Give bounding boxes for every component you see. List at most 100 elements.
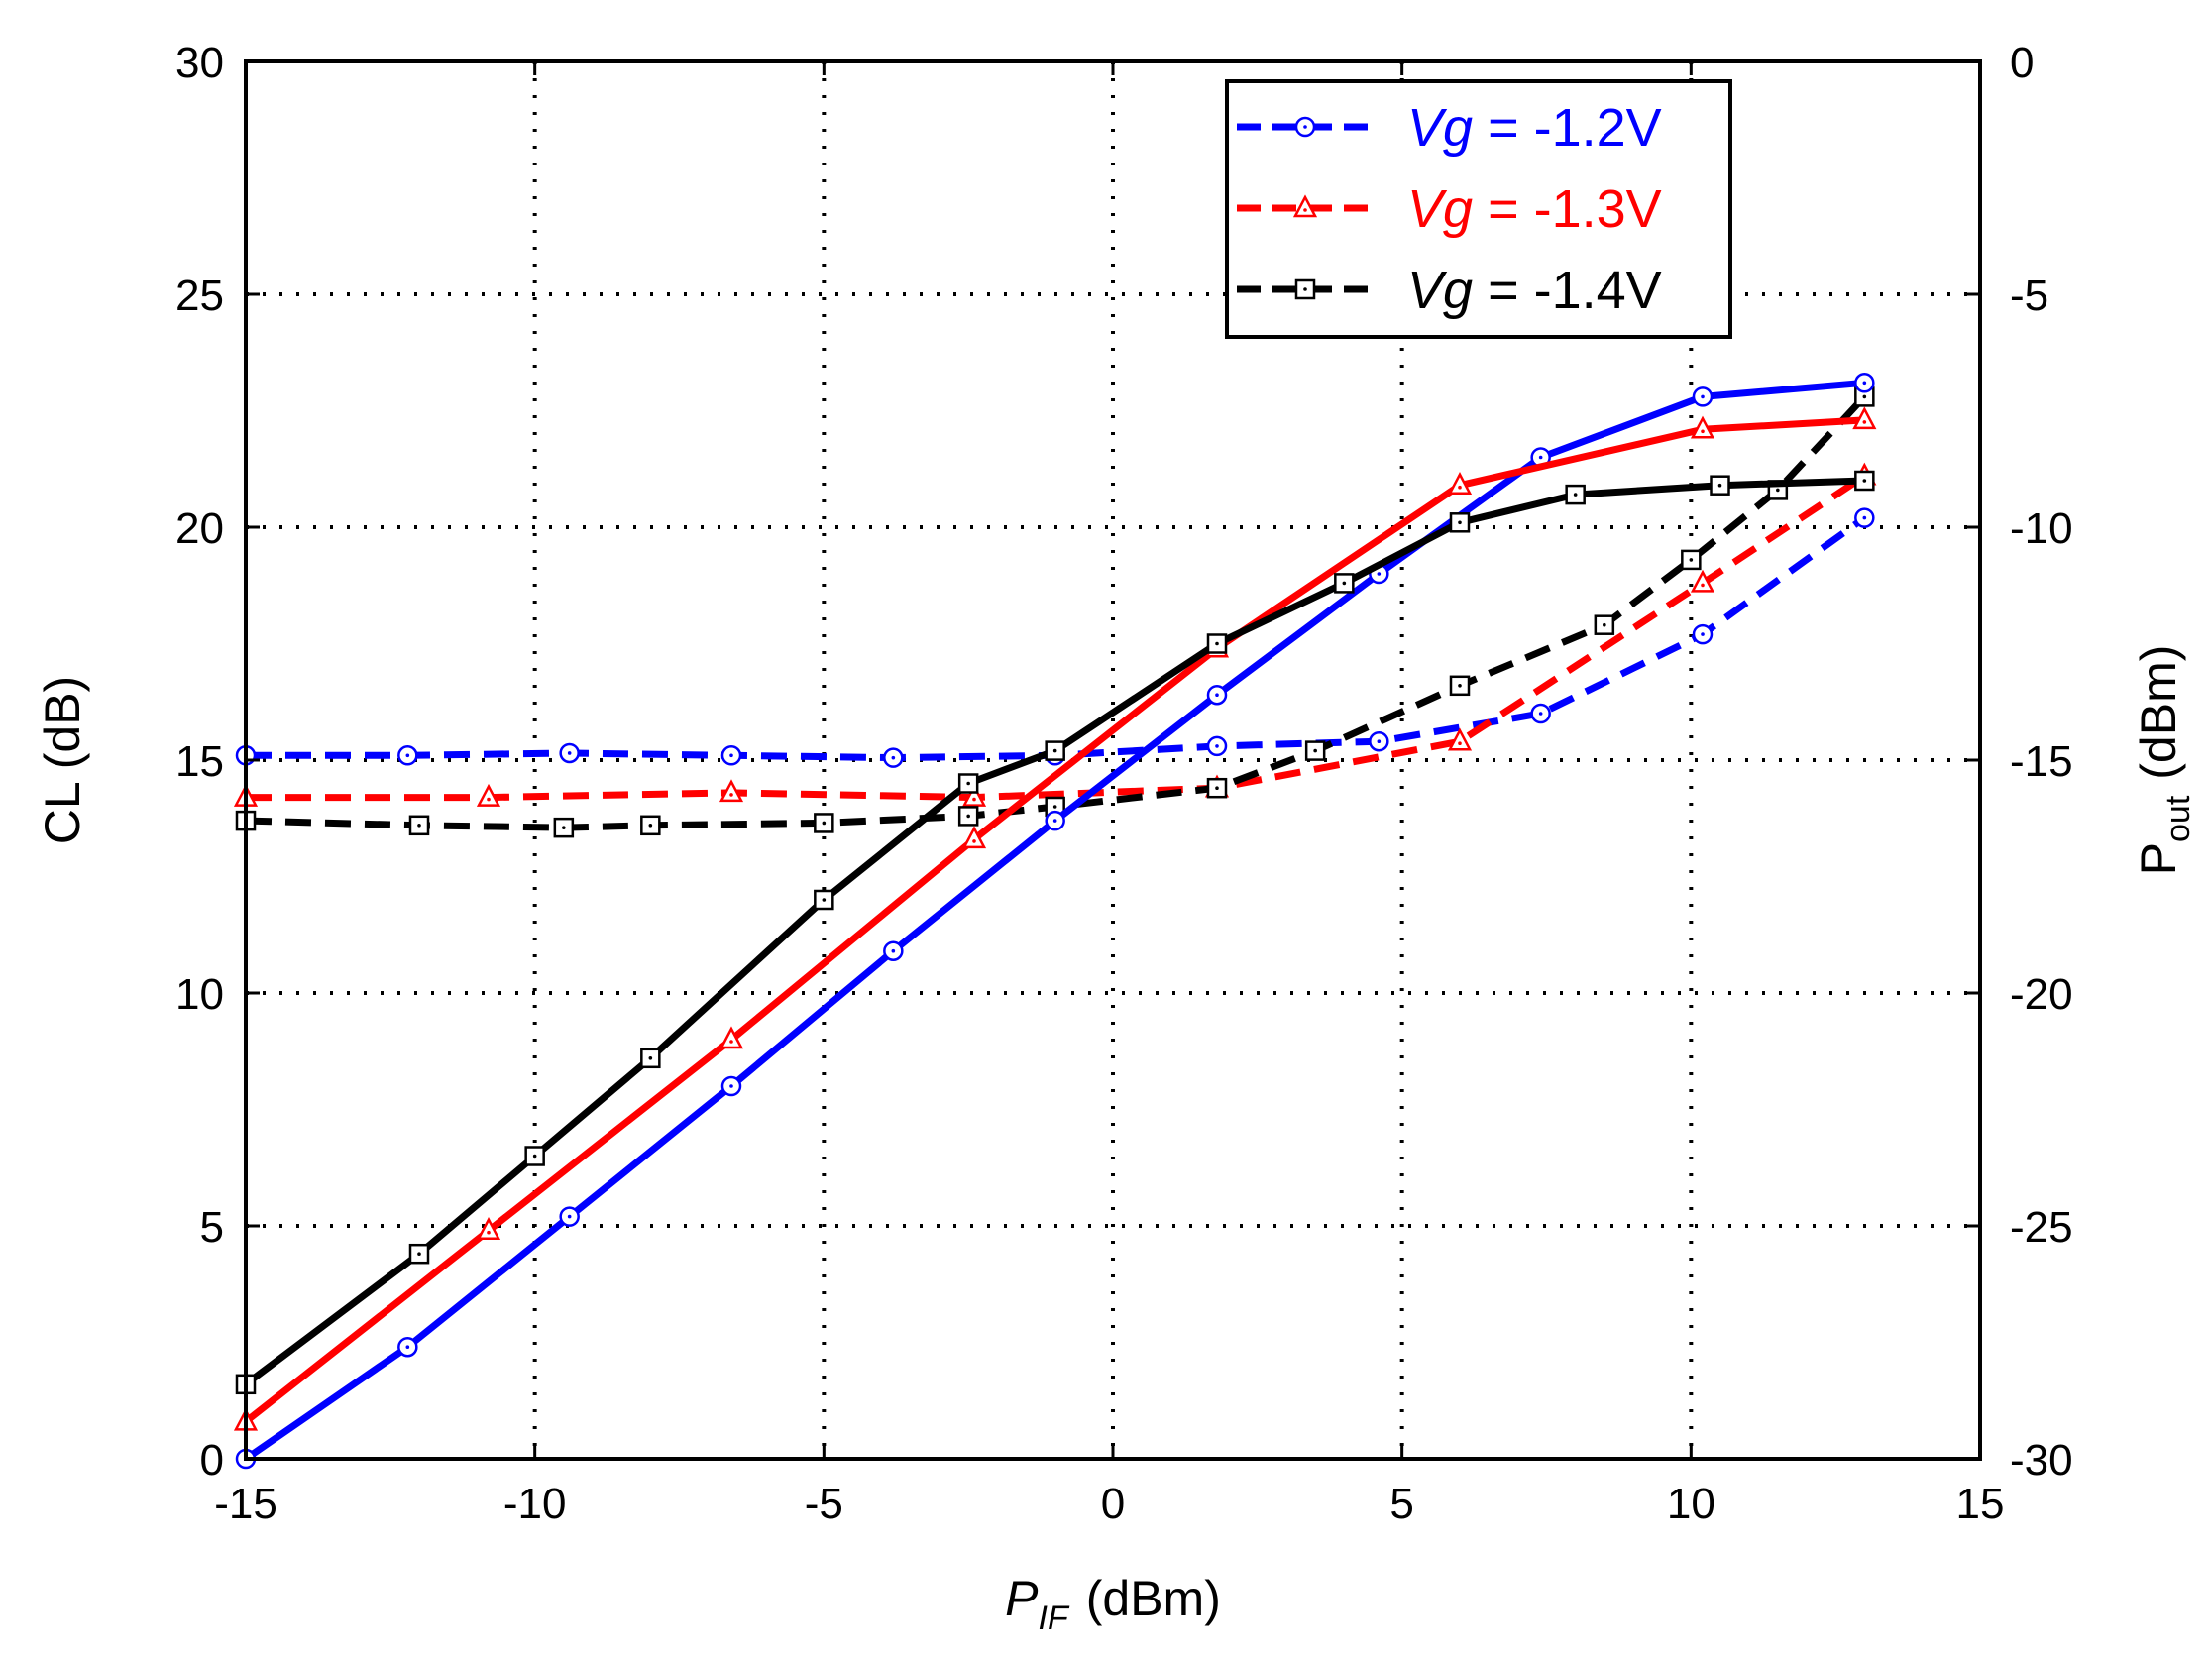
y-left-tick-label: 25	[175, 272, 224, 320]
data-point-dot	[1701, 583, 1705, 588]
data-point-dot	[1689, 558, 1694, 562]
data-point-dot	[1458, 520, 1462, 525]
legend-label-var: Vg	[1407, 261, 1473, 320]
series-pout-vg-1.4V	[235, 470, 1875, 1395]
series-line	[243, 416, 1865, 1425]
legend-label-var: Vg	[1407, 98, 1473, 158]
legend-label-value: = -1.4V	[1473, 261, 1662, 320]
data-point-dot	[1862, 381, 1867, 386]
y-left-tick-labels: 0 5 10 15 20 25 30	[175, 39, 224, 1485]
data-point-dot	[1862, 515, 1867, 520]
data-point-dot	[1342, 581, 1347, 586]
data-point-dot	[487, 797, 491, 802]
x-axis-title: PIF (dBm)	[1005, 1571, 1221, 1637]
x-tick-label: 10	[1667, 1480, 1715, 1528]
tick-marks	[244, 59, 1982, 1461]
y-right-tick-label: -5	[2010, 272, 2048, 320]
data-point-dot	[1538, 712, 1543, 716]
legend-label-value: = -1.2V	[1473, 98, 1662, 158]
data-point-dot	[1717, 483, 1722, 488]
series-line	[245, 394, 1867, 831]
data-point-dot	[1862, 479, 1867, 483]
y-left-tick-label: 20	[175, 504, 224, 553]
legend-marker-dot	[1303, 208, 1307, 212]
legend-label: Vg = -1.4V	[1407, 261, 1662, 320]
x-tick-label: -10	[503, 1480, 567, 1528]
data-point-dot	[1701, 632, 1705, 636]
data-point-dot	[562, 826, 566, 829]
y-left-tick-label: 10	[175, 970, 224, 1019]
data-point-dot	[822, 821, 827, 826]
data-point-dot	[966, 814, 970, 819]
data-point-dot	[567, 751, 572, 755]
data-point-dot	[1052, 819, 1057, 823]
data-point-dot	[567, 1214, 572, 1219]
data-point-dot	[1603, 622, 1606, 627]
y-right-tick-label: 0	[2010, 39, 2034, 87]
data-point-dot	[1701, 429, 1705, 434]
data-point-dot	[1458, 684, 1462, 688]
data-point-dot	[1458, 741, 1462, 745]
data-point	[719, 779, 744, 803]
data-point-dot	[417, 824, 421, 828]
data-point-dot	[729, 793, 733, 797]
data-point	[476, 783, 501, 807]
data-point-dot	[405, 1345, 410, 1349]
data-point	[961, 783, 987, 807]
y-right-tick-label: -10	[2010, 504, 2073, 553]
data-point-dot	[822, 898, 827, 902]
x-axis-title-sub: IF	[1039, 1600, 1070, 1637]
x-tick-label: 0	[1101, 1480, 1125, 1528]
legend-label-value: = -1.3V	[1473, 179, 1662, 239]
data-point-dot	[729, 753, 733, 758]
x-tick-label: -15	[214, 1480, 277, 1528]
data-point-dot	[972, 839, 976, 843]
data-point-dot	[972, 797, 976, 802]
y-left-tick-label: 5	[200, 1203, 224, 1252]
data-point-dot	[417, 1252, 421, 1256]
y-right-tick-label: -30	[2010, 1436, 2073, 1485]
data-point-dot	[1701, 394, 1705, 399]
data-point-dot	[966, 781, 970, 786]
y-right-axis-title: Pout (dBm)	[2131, 645, 2197, 876]
data-point	[1852, 406, 1877, 430]
data-point	[719, 1026, 744, 1049]
legend-label: Vg = -1.3V	[1407, 179, 1662, 239]
data-point	[476, 1217, 501, 1240]
data-point	[1447, 727, 1473, 751]
data-point-dot	[1215, 786, 1219, 790]
data-point-dot	[1458, 485, 1462, 490]
data-point-dot	[891, 948, 896, 953]
legend-marker-dot	[1303, 125, 1307, 129]
legend-label: Vg = -1.2V	[1407, 98, 1662, 158]
legend-label-var: Vg	[1407, 179, 1473, 239]
x-tick-labels: -15 -10 -5 0 5 10 15	[214, 1480, 2004, 1528]
data-point	[1690, 415, 1715, 439]
y-right-tick-label: -15	[2010, 737, 2073, 786]
data-point-dot	[891, 755, 896, 760]
data-point-dot	[1538, 455, 1543, 460]
data-point-dot	[1313, 748, 1317, 753]
data-point	[961, 826, 987, 849]
y-left-tick-label: 30	[175, 39, 224, 87]
data-point-dot	[1377, 572, 1382, 576]
x-tick-label: -5	[805, 1480, 843, 1528]
data-point	[1690, 569, 1715, 593]
y-left-tick-label: 15	[175, 737, 224, 786]
y-right-axis-title-sub: out	[2159, 795, 2197, 842]
grid-lines	[246, 61, 1980, 1459]
legend-marker	[1292, 194, 1318, 218]
series-cl-vg-1.2V	[235, 507, 1875, 768]
data-point-dot	[532, 1154, 537, 1158]
legend-entry: Vg = -1.3V	[1237, 179, 1662, 239]
data-point-dot	[405, 753, 410, 758]
data-point-dot	[1573, 493, 1578, 496]
y-right-axis-title-unit: (dBm)	[2131, 645, 2186, 780]
data-point-dot	[648, 824, 653, 828]
data-point-dot	[729, 1084, 733, 1088]
data-point-dot	[1215, 641, 1219, 646]
data-point-dot	[1862, 420, 1867, 424]
data-point-dot	[648, 1056, 653, 1060]
x-axis-title-unit: (dBm)	[1086, 1571, 1221, 1626]
legend-entry: Vg = -1.2V	[1237, 98, 1662, 158]
